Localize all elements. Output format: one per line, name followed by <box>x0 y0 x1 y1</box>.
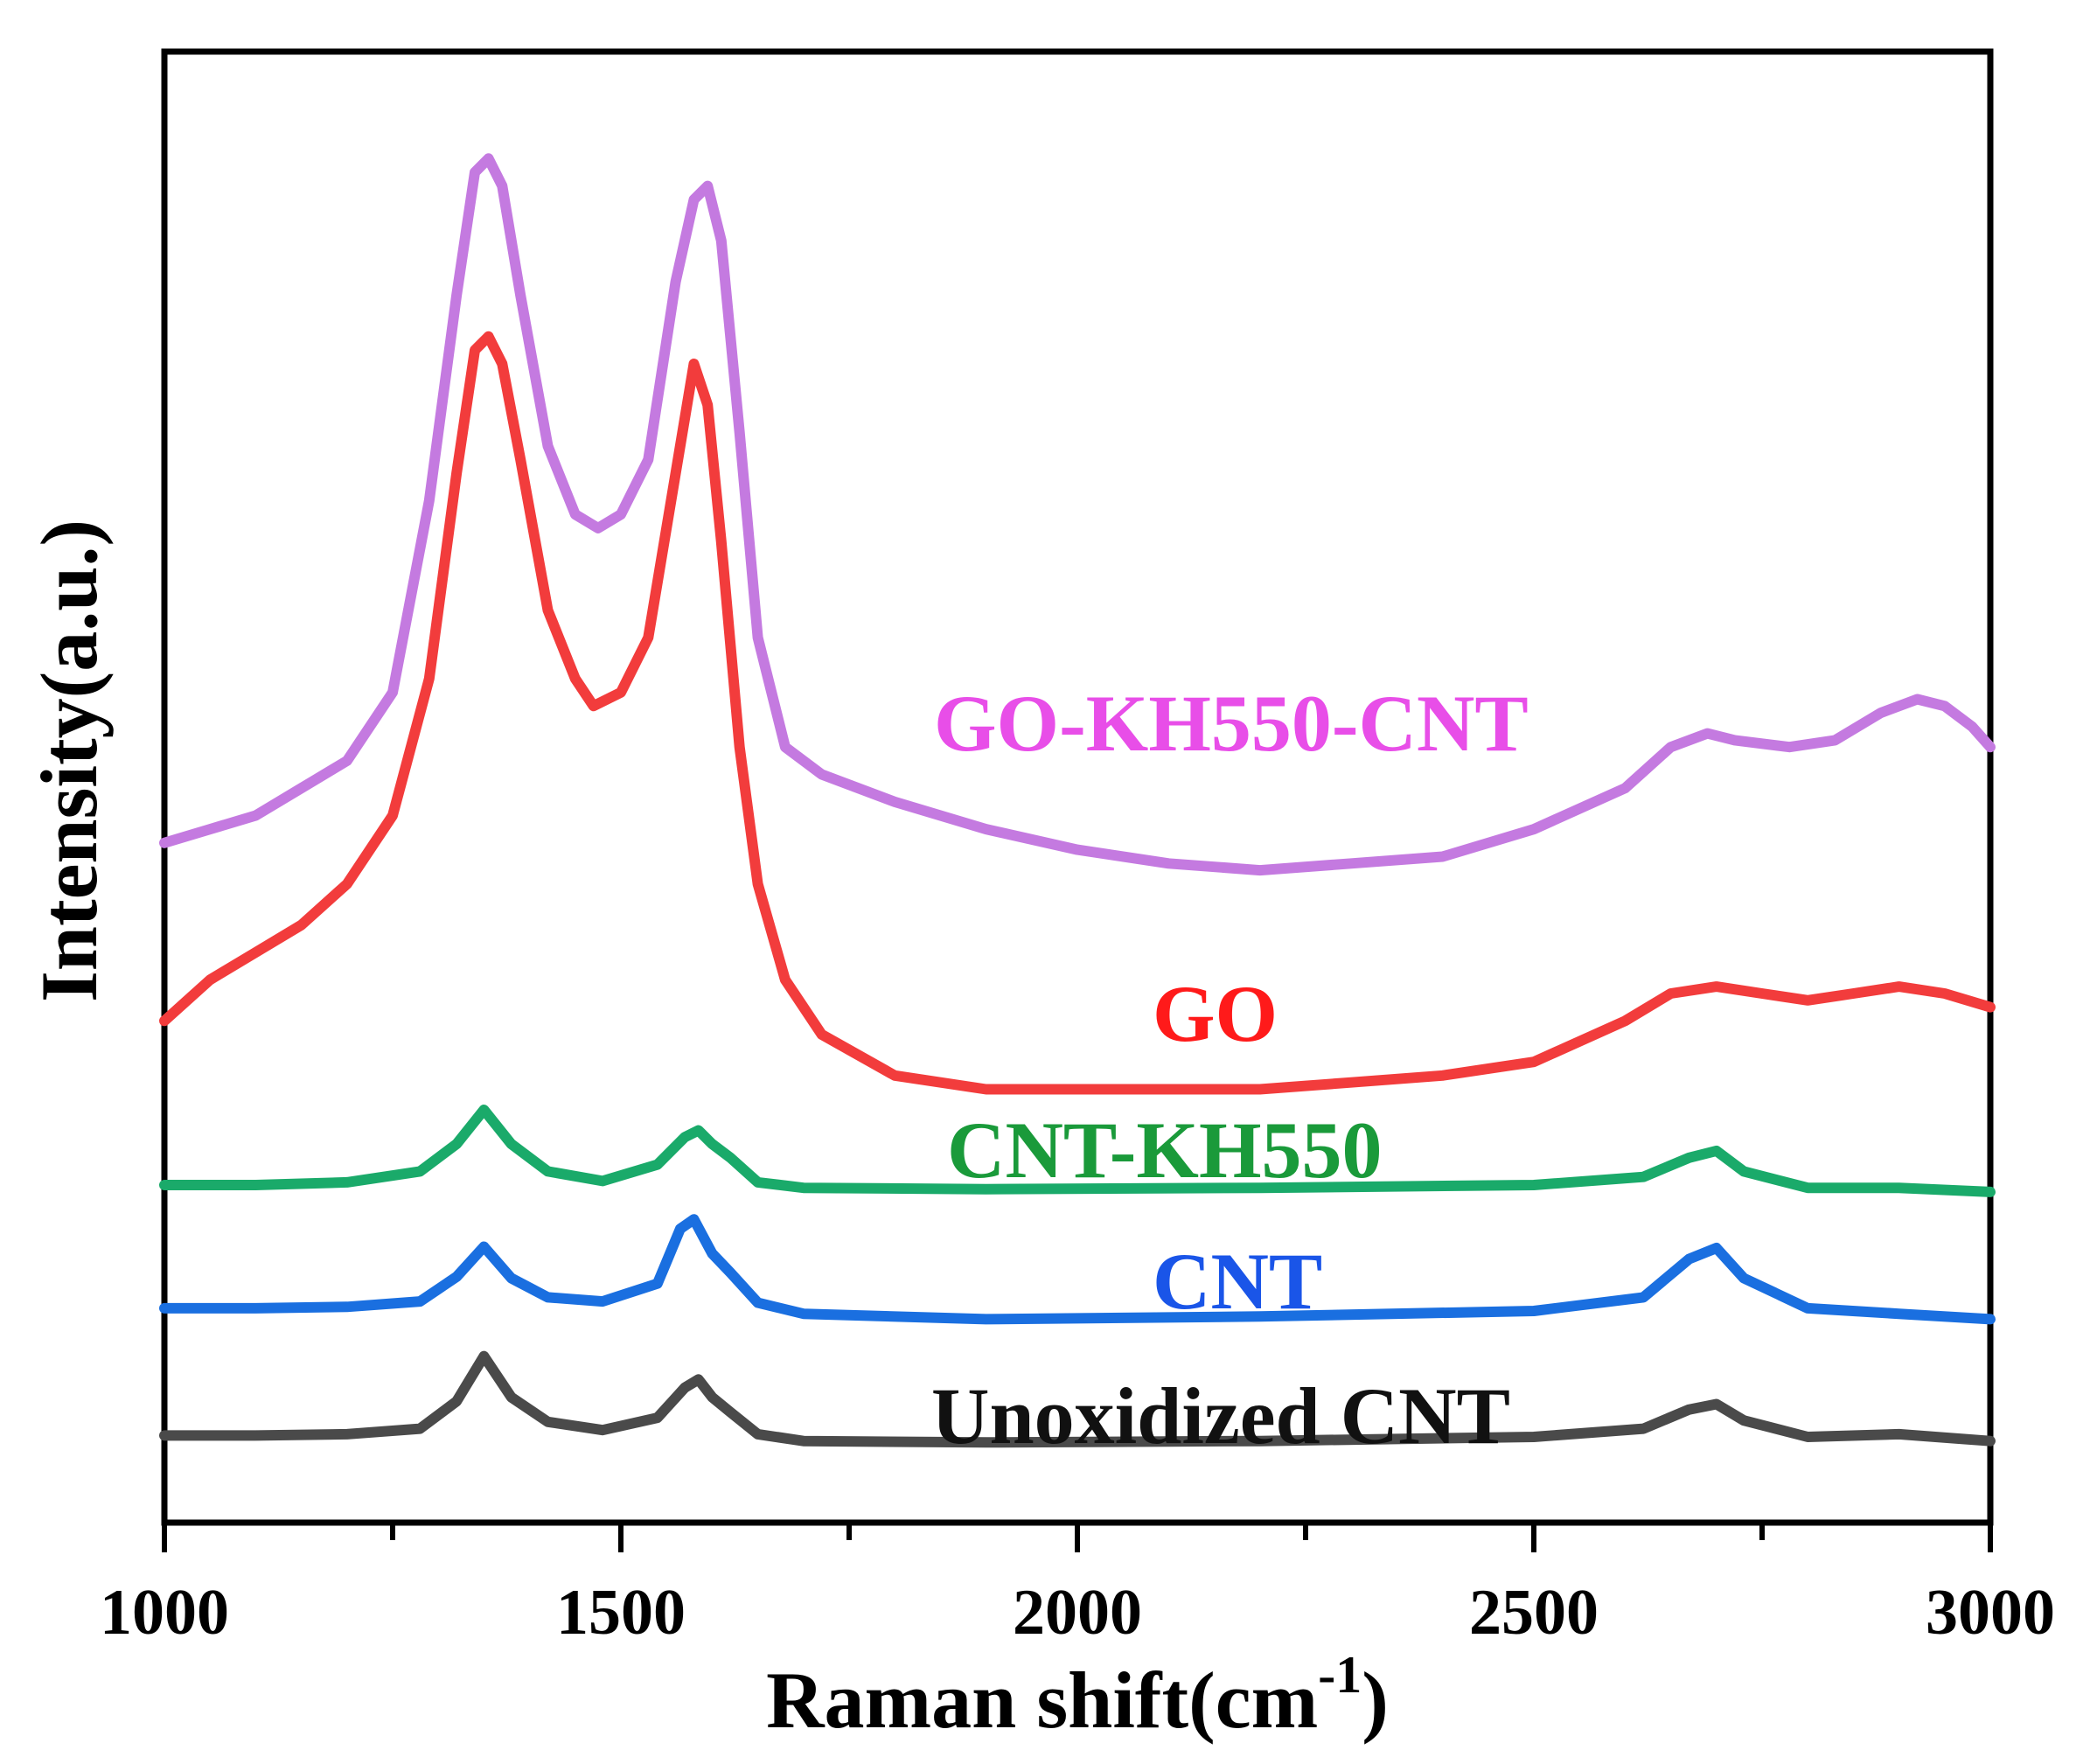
series-lines <box>159 153 1996 1448</box>
series-line-cnt-kh550 <box>159 1105 1996 1197</box>
series-line-unoxidized-cnt <box>159 1350 1996 1448</box>
x-tick-label-1500: 1500 <box>556 1577 686 1649</box>
series-line-cnt <box>159 1214 1996 1325</box>
x-tick-label-1000: 1000 <box>100 1577 229 1649</box>
series-label-go-kh550-cnt: GO-KH550-CNT <box>934 679 1529 768</box>
y-axis-title: Intensity(a.u.) <box>24 519 114 1002</box>
series-line-go <box>159 331 1996 1095</box>
series-label-cnt: CNT <box>1153 1237 1322 1326</box>
x-axis-title: Raman shift(cm-1) <box>766 1646 1389 1745</box>
series-label-cnt-kh550: CNT-KH550 <box>947 1105 1383 1195</box>
series-label-go: GO <box>1153 969 1278 1058</box>
series-label-unoxidized-cnt: Unoxidized CNT <box>931 1371 1510 1461</box>
x-tick-label-3000: 3000 <box>1926 1577 2055 1649</box>
plot-frame <box>161 48 1994 1526</box>
x-tick-label-2000: 2000 <box>1013 1577 1142 1649</box>
x-tick-label-2500: 2500 <box>1469 1577 1599 1649</box>
x-axis-ticks <box>162 1523 1993 1552</box>
x-axis-tick-labels: 1000 1500 2000 2500 3000 <box>100 1577 2055 1649</box>
series-line-go-kh550-cnt <box>159 153 1996 876</box>
